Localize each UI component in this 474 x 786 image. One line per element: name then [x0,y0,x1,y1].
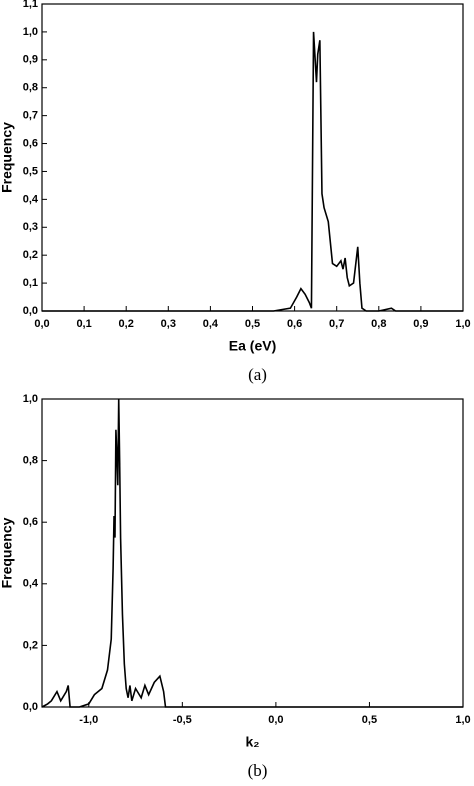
y-tick-label: 1,0 [23,393,38,405]
x-tick-label: 0,1 [76,318,91,330]
x-tick-label: 1,0 [455,318,470,330]
plot-frame [41,3,464,312]
x-tick-label: 0,5 [362,714,377,726]
x-axis-title: Ea (eV) [229,338,276,354]
data-line [41,398,463,708]
y-tick-label: 1,0 [23,26,38,38]
x-tick-label: 0,7 [329,318,344,330]
y-tick-label: 0,0 [23,701,38,713]
x-tick-label: 0,0 [34,318,49,330]
y-axis-title: Frequency [0,122,15,193]
y-tick-label: 0,8 [23,455,38,467]
x-tick-label: 0,2 [119,318,134,330]
x-tick-label: 0,8 [371,318,386,330]
x-tick-label: -1,0 [79,714,98,726]
y-tick-label: 0,4 [23,578,39,590]
y-tick-label: 0,9 [23,54,38,66]
y-tick-label: 0,8 [23,82,38,94]
y-tick-label: 0,3 [23,221,38,233]
y-tick-label: 0,4 [23,193,39,205]
x-axis-title: k₂ [245,734,259,750]
y-tick-label: 0,2 [23,249,38,261]
x-tick-label: 0,6 [287,318,302,330]
y-tick-label: 0,2 [23,639,38,651]
y-axis-title: Frequency [0,517,15,588]
x-tick-label: 0,3 [161,318,176,330]
x-tick-label: 0,5 [245,318,260,330]
y-tick-label: 0,5 [23,165,38,177]
x-tick-label: -0,5 [173,714,192,726]
y-tick-label: 0,0 [23,305,38,317]
y-tick-label: 0,1 [23,277,38,289]
y-tick-label: 0,6 [23,137,38,149]
x-tick-label: 0,9 [413,318,428,330]
x-tick-label: 1,0 [455,714,470,726]
caption: (a) [248,365,267,384]
y-tick-label: 0,7 [23,110,38,122]
y-tick-label: 1,1 [23,0,38,10]
x-tick-label: 0,0 [268,714,283,726]
x-tick-label: 0,4 [203,318,219,330]
plot-frame [41,398,464,708]
y-tick-label: 0,6 [23,516,38,528]
caption: (b) [248,761,268,780]
data-line [42,31,463,312]
